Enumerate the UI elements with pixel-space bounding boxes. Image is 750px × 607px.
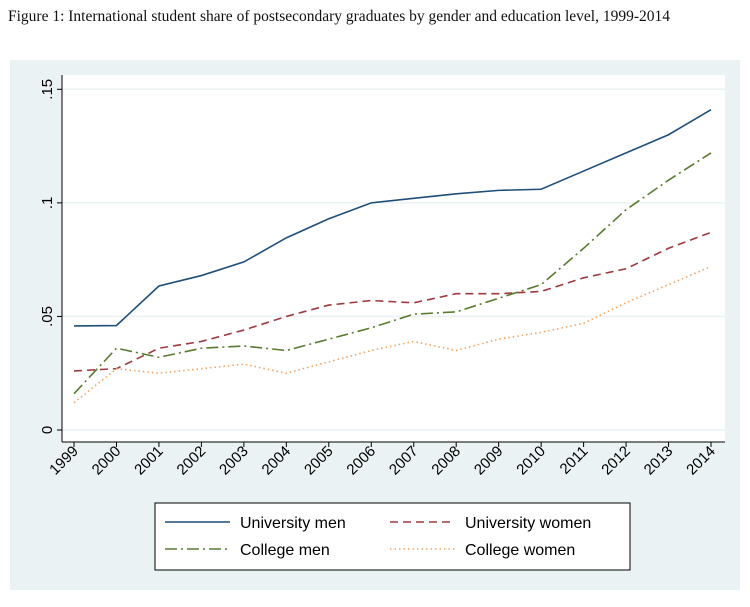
x-tick-label: 2002 (174, 443, 210, 479)
x-tick-label: 1999 (46, 443, 82, 479)
y-tick-label: .1 (39, 197, 56, 210)
series-line-college-women (73, 265, 712, 404)
legend: University men University women College me… (154, 502, 631, 571)
legend-label: College women (465, 542, 575, 559)
x-tick-label: 2012 (598, 443, 634, 479)
x-tick-label: 2004 (259, 443, 295, 479)
x-tick-label: 2008 (428, 443, 464, 479)
figure-caption: Figure 1: International student share of… (8, 8, 670, 25)
x-tick-label: 2006 (343, 443, 379, 479)
y-tick-label: .15 (39, 79, 56, 100)
series-line-college-men (73, 152, 712, 395)
plot-area (62, 75, 725, 442)
x-tick-label: 2007 (386, 443, 422, 479)
series-line-university-men (73, 109, 712, 327)
x-tick-label: 2014 (683, 443, 719, 479)
legend-label: College men (240, 542, 330, 559)
x-tick-label: 2009 (471, 443, 507, 479)
x-tick-label: 2010 (513, 443, 549, 479)
x-tick-label: 2001 (131, 443, 167, 479)
x-tick-label: 2013 (641, 443, 677, 479)
x-tick-label: 2005 (301, 443, 337, 479)
x-tick-label: 2011 (557, 443, 592, 478)
y-tick-label: .05 (39, 306, 56, 327)
legend-label: University women (465, 515, 591, 532)
series-line-university-women (73, 231, 712, 372)
x-tick-label: 2000 (89, 443, 125, 479)
x-tick-label: 2003 (216, 443, 252, 479)
legend-label: University men (240, 515, 346, 532)
legend-box (154, 502, 631, 571)
y-tick-label: 0 (39, 426, 56, 434)
